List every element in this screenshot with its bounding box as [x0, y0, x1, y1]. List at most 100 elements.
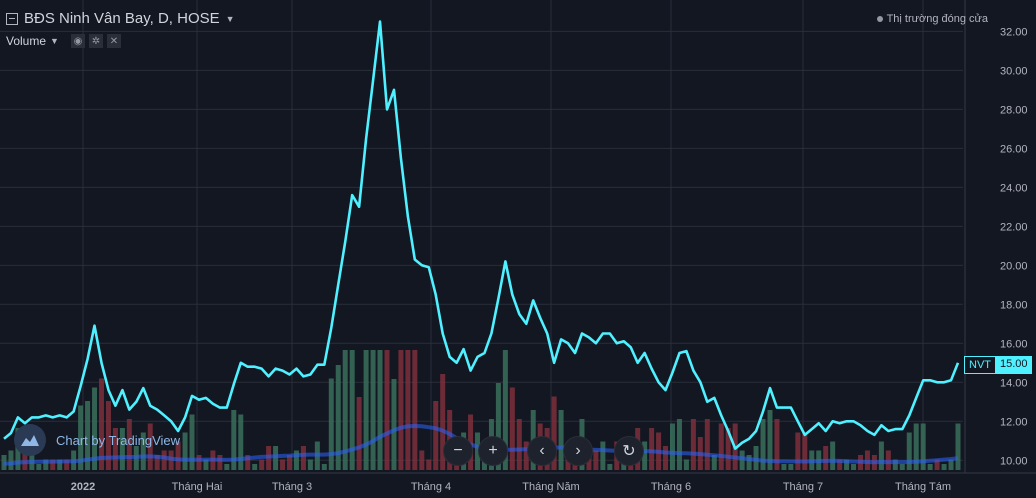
close-icon[interactable]: ✕: [106, 34, 121, 48]
volume-bar: [502, 350, 508, 470]
volume-bar: [280, 459, 286, 470]
volume-bar: [955, 423, 961, 470]
y-tick-label: 12.00: [1000, 416, 1028, 428]
volume-bar: [433, 401, 439, 470]
volume-bar: [802, 432, 808, 470]
volume-bar: [600, 441, 606, 470]
volume-bar: [238, 414, 244, 470]
volume-bar: [669, 423, 675, 470]
volume-bar: [892, 459, 898, 470]
y-tick-label: 10.00: [1000, 455, 1028, 467]
volume-bar: [683, 459, 689, 470]
volume-bar: [711, 455, 717, 470]
volume-bar: [607, 464, 613, 470]
volume-bar: [363, 350, 369, 470]
volume-bar: [328, 378, 334, 470]
scroll-right-button[interactable]: ›: [563, 436, 593, 466]
volume-bar: [739, 450, 745, 470]
volume-bar: [43, 459, 49, 470]
volume-bar: [767, 410, 773, 470]
scroll-left-button[interactable]: ‹: [527, 436, 557, 466]
volume-bar: [384, 350, 390, 470]
volume-bar: [356, 397, 362, 470]
volume-bar: [913, 423, 919, 470]
volume-bar: [760, 419, 766, 470]
collapse-icon[interactable]: [6, 12, 18, 25]
volume-bar: [293, 450, 299, 470]
zoom-out-button[interactable]: −: [443, 436, 473, 466]
volume-bar: [412, 350, 418, 470]
volume-bar: [126, 419, 132, 470]
volume-bar: [837, 459, 843, 470]
volume-bar: [475, 432, 481, 470]
volume-bar: [105, 401, 111, 470]
volume-bar: [934, 459, 940, 470]
y-tick-label: 16.00: [1000, 338, 1028, 350]
volume-bar: [391, 379, 397, 470]
volume-label[interactable]: Volume: [6, 34, 47, 48]
volume-bar: [92, 387, 98, 470]
reset-button[interactable]: ↻: [614, 436, 644, 466]
volume-bar: [795, 432, 801, 470]
y-tick-label: 28.00: [1000, 104, 1028, 116]
volume-bar: [558, 410, 564, 470]
volume-bar: [335, 365, 341, 470]
volume-bar: [175, 441, 181, 470]
y-tick-label: 18.00: [1000, 299, 1028, 311]
volume-bar: [300, 446, 306, 470]
volume-bar: [85, 401, 91, 470]
volume-bar: [349, 350, 355, 470]
volume-bar: [98, 378, 104, 470]
volume-bar: [259, 459, 265, 470]
gear-icon[interactable]: ✲: [88, 34, 103, 48]
status-dot-icon: [876, 16, 883, 23]
volume-bar: [878, 441, 884, 470]
volume-bar: [920, 423, 926, 470]
volume-bar: [189, 414, 195, 470]
volume-bar: [224, 464, 230, 470]
volume-bar: [64, 459, 70, 470]
x-tick-label: Tháng Tám: [895, 481, 951, 493]
tradingview-watermark[interactable]: Chart by TradingView: [14, 424, 180, 456]
volume-bar: [593, 450, 599, 470]
volume-bar: [663, 446, 669, 470]
volume-bar: [203, 459, 209, 470]
volume-bar: [509, 387, 515, 470]
volume-bar: [774, 419, 780, 470]
price-badge-symbol: NVT: [964, 356, 996, 374]
volume-bar: [927, 464, 933, 470]
volume-bar: [50, 459, 56, 470]
zoom-in-button[interactable]: +: [478, 436, 508, 466]
volume-bar: [948, 459, 954, 470]
volume-bar: [941, 464, 947, 470]
volume-bar: [57, 459, 63, 470]
eye-icon[interactable]: ◉: [70, 34, 85, 48]
y-tick-label: 32.00: [1000, 26, 1028, 38]
y-tick-label: 20.00: [1000, 260, 1028, 272]
volume-bar: [419, 450, 425, 470]
volume-bar: [252, 464, 258, 470]
volume-bar: [154, 455, 160, 470]
volume-bar: [245, 455, 251, 470]
x-tick-label: Tháng 3: [272, 481, 312, 493]
y-tick-label: 24.00: [1000, 182, 1028, 194]
chevron-down-icon[interactable]: ▼: [225, 13, 235, 24]
volume-bar: [725, 428, 731, 470]
volume-bar: [830, 441, 836, 470]
volume-bar: [377, 350, 383, 470]
volume-bar: [78, 405, 84, 470]
volume-bar: [426, 459, 432, 470]
chevron-down-icon[interactable]: ▼: [50, 36, 59, 46]
volume-legend: Volume ▼ ◉ ✲ ✕: [6, 34, 121, 48]
volume-bar: [307, 459, 313, 470]
y-tick-label: 14.00: [1000, 377, 1028, 389]
x-tick-label: Tháng 6: [651, 481, 691, 493]
volume-bar: [22, 450, 28, 470]
volume-bar: [119, 428, 125, 470]
volume-bar: [321, 464, 327, 470]
chart-header: BĐS Ninh Vân Bay, D, HOSE ▼: [6, 10, 235, 27]
volume-bar: [370, 350, 376, 470]
volume-bar: [196, 455, 202, 470]
symbol-title[interactable]: BĐS Ninh Vân Bay, D, HOSE: [24, 10, 220, 27]
